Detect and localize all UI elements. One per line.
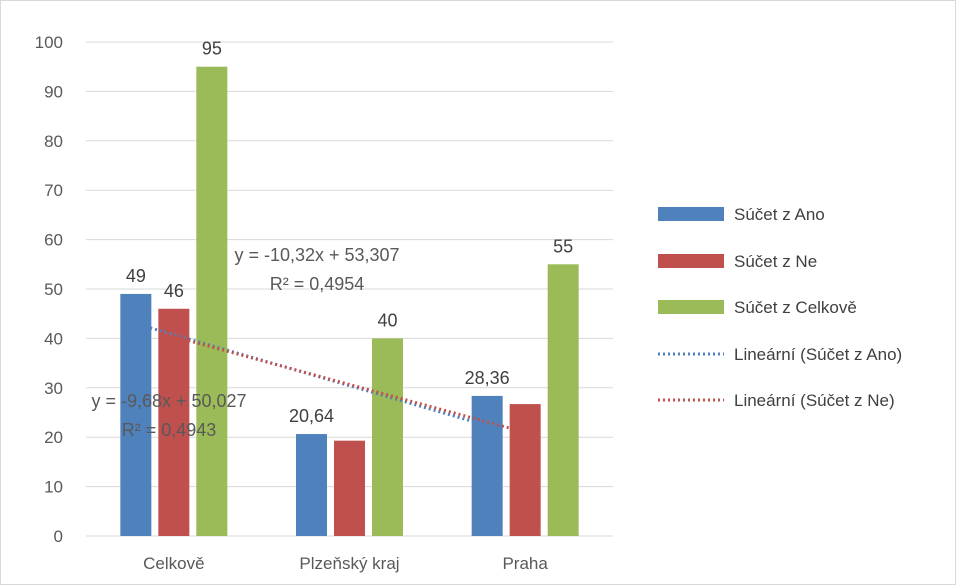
legend-label: Súčet z Ne: [734, 252, 817, 271]
legend-swatch: [658, 300, 724, 314]
bar: [547, 264, 579, 536]
y-tick-label: 30: [44, 379, 63, 398]
x-tick-label: Plzeňský kraj: [299, 554, 399, 573]
y-tick-label: 20: [44, 428, 63, 447]
trendline: [173, 335, 526, 434]
y-tick-label: 90: [44, 82, 63, 101]
bar: [158, 308, 190, 536]
bar: [296, 434, 327, 536]
y-tick-label: 10: [44, 478, 63, 497]
trendline: [135, 322, 488, 428]
x-tick-label: Praha: [502, 554, 548, 573]
bar: [471, 395, 503, 536]
y-tick-label: 60: [44, 231, 63, 250]
legend-label: Lineární (Súčet z Ano): [734, 345, 902, 364]
trendline-equation: y = -10,32x + 53,307: [234, 245, 399, 265]
y-tick-label: 80: [44, 132, 63, 151]
y-tick-label: 100: [35, 33, 63, 52]
data-label: 28,36: [465, 368, 510, 388]
bar: [120, 293, 152, 536]
legend-label: Súčet z Ano: [734, 205, 825, 224]
legend-swatch: [658, 254, 724, 268]
data-label: 46: [164, 281, 184, 301]
data-label: 95: [202, 39, 222, 59]
x-tick-label: Celkově: [143, 554, 204, 573]
data-label: 55: [553, 236, 573, 256]
trendline-r2: R² = 0,4943: [122, 420, 217, 440]
data-label: 40: [377, 310, 397, 330]
y-tick-label: 40: [44, 329, 63, 348]
y-tick-label: 70: [44, 181, 63, 200]
y-tick-label: 50: [44, 280, 63, 299]
bar: [196, 66, 228, 536]
trendline-equation: y = -9,68x + 50,027: [91, 391, 246, 411]
y-tick-label: 0: [54, 527, 63, 546]
bar: [372, 338, 403, 536]
bar: [509, 404, 541, 536]
data-label: 49: [126, 266, 146, 286]
legend-swatch: [658, 207, 724, 221]
legend-label: Súčet z Celkově: [734, 298, 857, 317]
data-label: 20,64: [289, 406, 334, 426]
legend-label: Lineární (Súčet z Ne): [734, 391, 895, 410]
trendline-r2: R² = 0,4954: [270, 274, 365, 294]
bar: [334, 440, 365, 536]
